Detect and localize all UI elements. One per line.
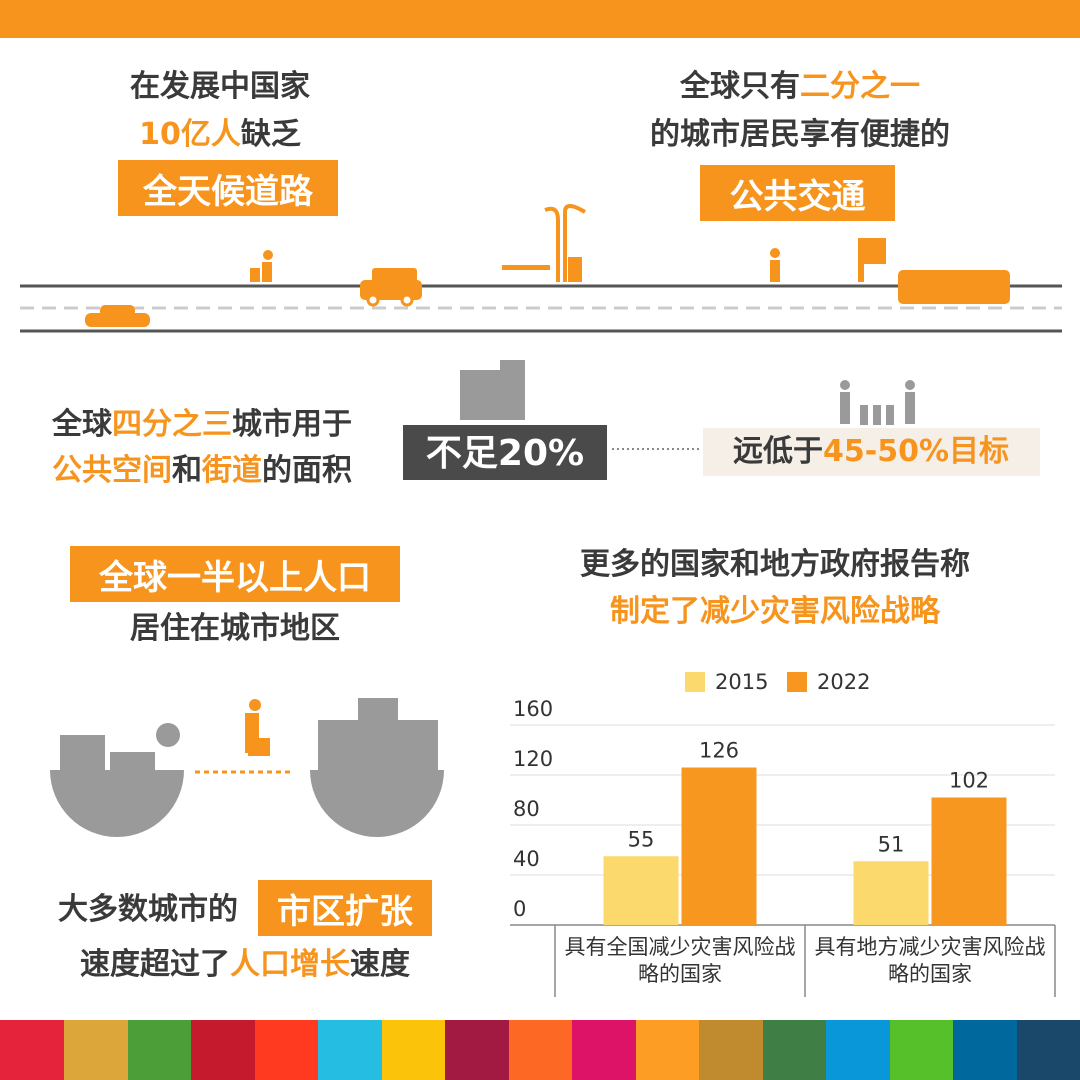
light-box: [703, 428, 1040, 476]
text: 速度超过了: [80, 947, 230, 982]
family-icon: [840, 380, 915, 425]
box-text: 不足20%: [425, 433, 585, 474]
text: 和: [172, 453, 202, 488]
road: [20, 284, 1062, 333]
bar: [681, 767, 757, 925]
value-label: 51: [878, 832, 905, 856]
text: 速度: [350, 947, 410, 982]
highlight: 人口增长: [230, 947, 350, 982]
bar: [931, 797, 1007, 925]
badge: 全天候道路: [118, 160, 338, 216]
text: 10亿人缺乏: [139, 120, 301, 150]
park-icon: [460, 360, 525, 420]
top-bar: [0, 0, 1080, 38]
text: 全球只有: [680, 69, 800, 104]
road-icons: [85, 204, 1010, 327]
value-label: 102: [949, 769, 989, 793]
legend-swatch: [787, 672, 807, 692]
y-tick-label: 120: [513, 747, 553, 771]
badge: 市区扩张: [258, 880, 432, 936]
highlight: 四分之三: [112, 407, 232, 442]
x-tick-label: 具有地方减少灾害风险战略的国家: [814, 935, 1046, 987]
highlight: 街道: [202, 453, 262, 488]
y-tick-label: 0: [513, 897, 526, 921]
text: 居住在城市地区: [130, 611, 340, 646]
badge: 公共交通: [700, 165, 895, 221]
bar: [853, 861, 929, 925]
badge: 全球一半以上人口: [70, 546, 400, 602]
text: 城市用于: [232, 407, 352, 442]
highlight: 10亿人: [139, 117, 241, 152]
text: 全球: [52, 407, 112, 442]
text: 的城市居民享有便捷的: [650, 117, 950, 152]
chart-title: 更多的国家和地方政府报告称: [580, 547, 970, 582]
value-label: 55: [628, 827, 655, 851]
y-tick-label: 160: [513, 697, 553, 721]
text: 的面积: [262, 453, 352, 488]
value-label: 126: [699, 739, 739, 763]
legend-swatch: [685, 672, 705, 692]
highlight: 二分之一: [800, 69, 920, 104]
x-tick-label: 具有全国减少灾害风险战略的国家: [564, 935, 796, 987]
bar: [603, 856, 679, 925]
text: 远低于: [732, 434, 823, 469]
text: 远低于45-50%目标: [733, 437, 1009, 467]
dark-box: [403, 425, 607, 480]
legend-label: 2015: [715, 670, 768, 694]
sdg-strip: [0, 1020, 1080, 1080]
legend-label: 2022: [817, 670, 870, 694]
text: 在发展中国家: [130, 69, 310, 104]
chart-subtitle: 制定了减少灾害风险战略: [610, 594, 940, 629]
migration-icons: [50, 698, 444, 837]
highlight: 公共空间: [52, 453, 172, 488]
text: 公共空间和街道的面积: [52, 456, 352, 486]
text: 大多数城市的: [58, 892, 238, 927]
text: 全球四分之三城市用于: [52, 410, 352, 440]
highlight: 45-50%目标: [822, 434, 1010, 469]
text: 缺乏: [240, 117, 301, 152]
y-tick-label: 80: [513, 797, 540, 821]
y-tick-label: 40: [513, 847, 540, 871]
text: 全球只有二分之一: [680, 72, 920, 102]
text: 速度超过了人口增长速度: [80, 950, 410, 980]
